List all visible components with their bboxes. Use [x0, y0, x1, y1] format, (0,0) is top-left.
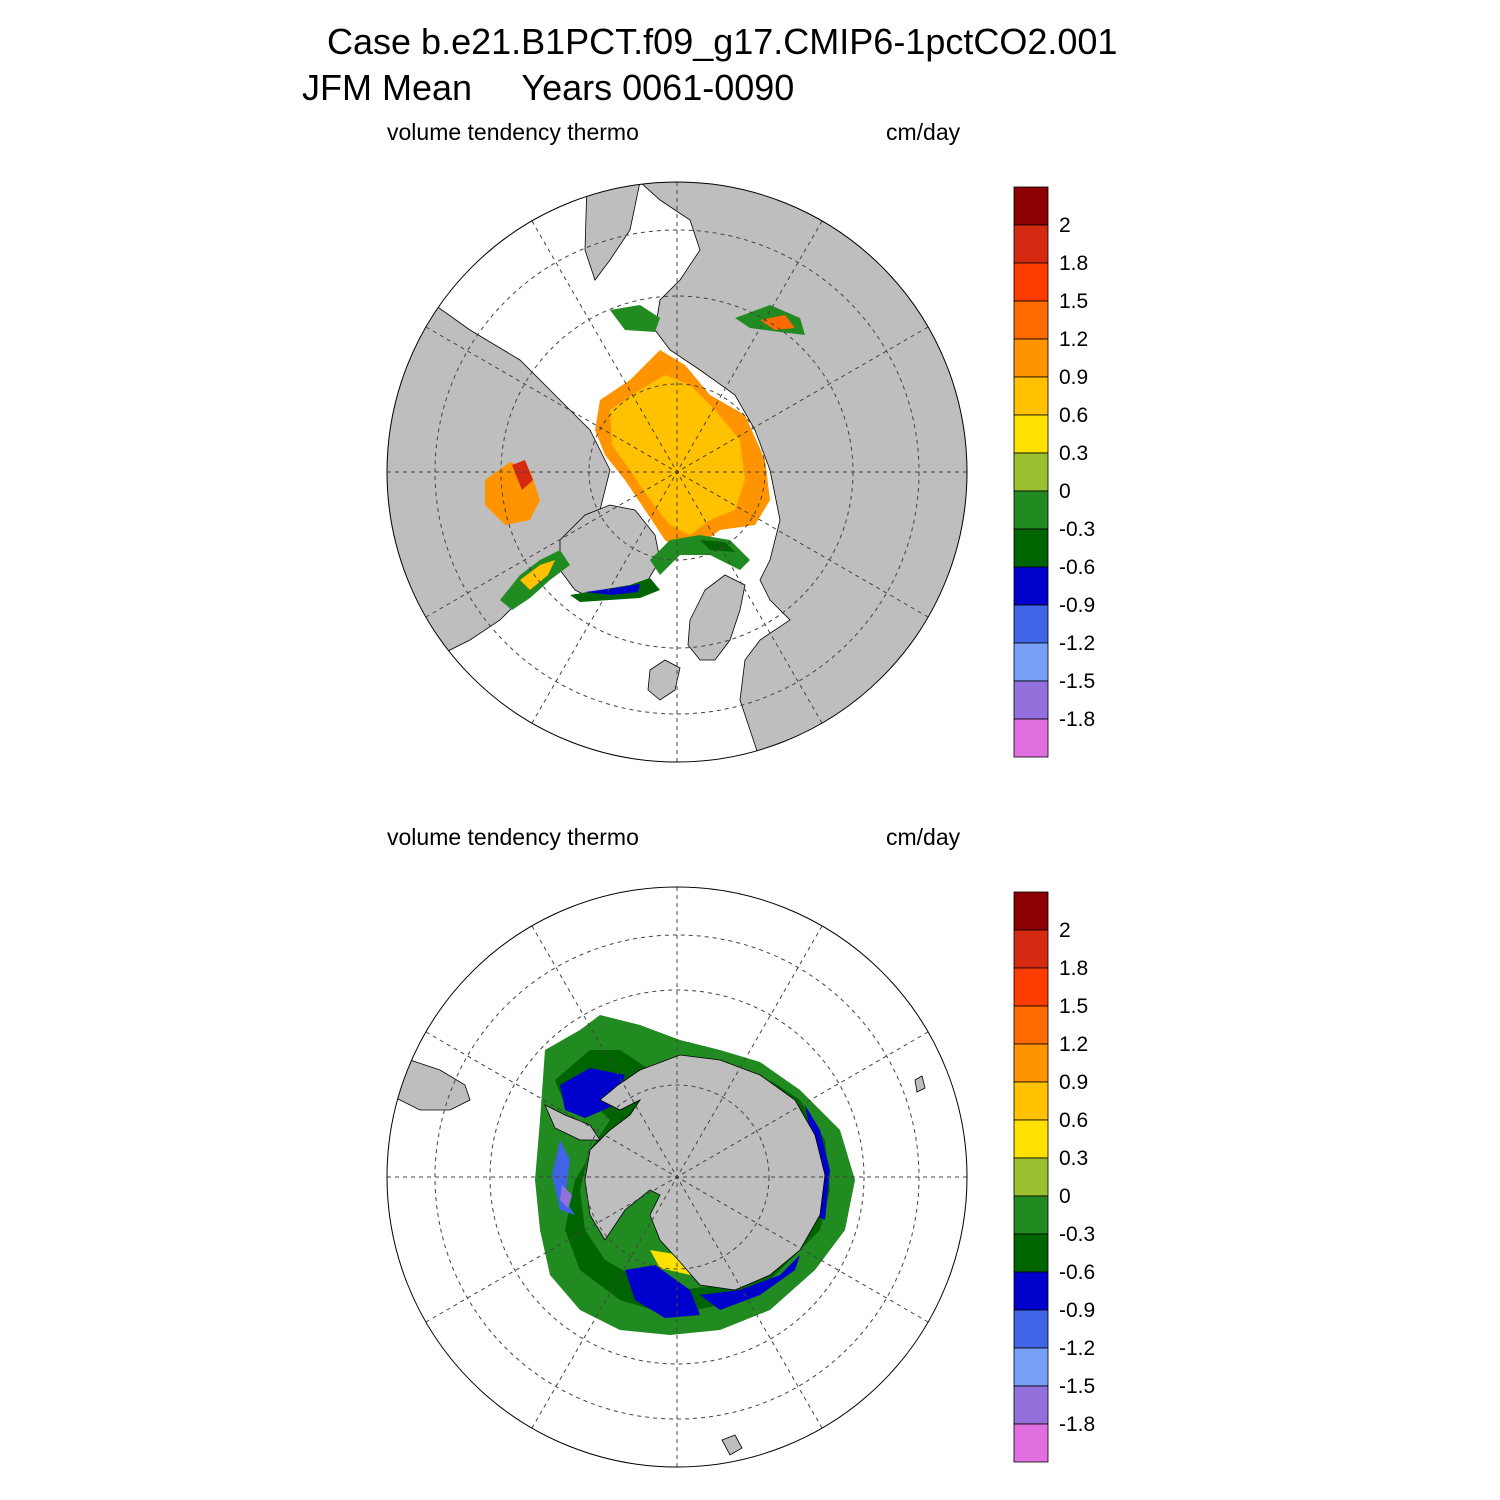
- north-colorbar-swatch: [1013, 300, 1049, 340]
- north-colorbar-tick-label: 1.5: [1059, 290, 1088, 313]
- south-colorbar-tick-label: 0.9: [1059, 1071, 1088, 1094]
- north-colorbar-swatch: [1013, 452, 1049, 492]
- south-map-graticule: [387, 887, 967, 1467]
- north-colorbar-swatch: [1013, 566, 1049, 606]
- north-colorbar-tick-label: 1.2: [1059, 328, 1088, 351]
- south-colorbar-tick-label: -0.9: [1059, 1299, 1095, 1322]
- south-panel-variable-label: volume tendency thermo: [387, 824, 639, 850]
- south-colorbar-swatch: [1013, 1309, 1049, 1349]
- north-map-graticule: [387, 182, 967, 762]
- north-colorbar-swatch: [1013, 642, 1049, 682]
- south-colorbar-tick-label: 1.2: [1059, 1033, 1088, 1056]
- north-colorbar: 2 1.8 1.5 1.2 0.9 0.6 0.3 0 -0.3 -0.6 -0.9 -1.2 -1.5…: [1013, 186, 1095, 758]
- north-colorbar-swatch: [1013, 680, 1049, 720]
- south-colorbar-swatch: [1013, 1005, 1049, 1045]
- south-colorbar-swatch: [1013, 1347, 1049, 1387]
- north-colorbar-tick-label: -1.5: [1059, 670, 1095, 693]
- north-colorbar-tick-label: 0: [1059, 480, 1071, 503]
- south-colorbar-tick-label: -1.8: [1059, 1413, 1095, 1436]
- south-colorbar-swatch: [1013, 891, 1049, 931]
- south-colorbar-swatch: [1013, 1081, 1049, 1121]
- north-colorbar-tick-label: -0.3: [1059, 518, 1095, 541]
- north-panel-units-label: cm/day: [886, 119, 961, 145]
- north-map-border: [386, 181, 968, 763]
- north-colorbar-swatch: [1013, 186, 1049, 226]
- north-colorbar-swatch: [1013, 338, 1049, 378]
- south-colorbar-swatch: [1013, 1043, 1049, 1083]
- south-colorbar-swatch: [1013, 929, 1049, 969]
- north-colorbar-swatch: [1013, 490, 1049, 530]
- south-colorbar-swatch: [1013, 1157, 1049, 1197]
- north-colorbar-tick-label: 2: [1059, 214, 1071, 237]
- south-colorbar-tick-label: 0: [1059, 1185, 1071, 1208]
- south-colorbar-swatch: [1013, 1119, 1049, 1159]
- figure-title-case: Case b.e21.B1PCT.f09_g17.CMIP6-1pctCO2.0…: [327, 21, 1118, 62]
- north-colorbar-tick-label: -1.8: [1059, 708, 1095, 731]
- north-colorbar-swatch: [1013, 262, 1049, 302]
- south-colorbar-tick-label: 1.5: [1059, 995, 1088, 1018]
- south-colorbar-swatch: [1013, 1423, 1049, 1463]
- north-colorbar-swatch: [1013, 604, 1049, 644]
- south-colorbar-tick-label: -1.2: [1059, 1337, 1095, 1360]
- south-map-land: [387, 1049, 926, 1456]
- south-colorbar-tick-label: -0.3: [1059, 1223, 1095, 1246]
- north-colorbar-swatch: [1013, 376, 1049, 416]
- north-polar-map: [386, 181, 968, 763]
- north-colorbar-tick-label: -0.6: [1059, 556, 1095, 579]
- south-colorbar-swatch: [1013, 1271, 1049, 1311]
- north-colorbar-tick-label: -1.2: [1059, 632, 1095, 655]
- south-colorbar-tick-label: -0.6: [1059, 1261, 1095, 1284]
- south-colorbar-tick-label: 2: [1059, 919, 1071, 942]
- south-colorbar: 2 1.8 1.5 1.2 0.9 0.6 0.3 0 -0.3 -0.6 -0.9 -1.2 -1.5…: [1013, 891, 1095, 1463]
- south-colorbar-swatch: [1013, 1385, 1049, 1425]
- south-map-border: [386, 886, 968, 1468]
- south-colorbar-tick-label: -1.5: [1059, 1375, 1095, 1398]
- north-colorbar-tick-label: -0.9: [1059, 594, 1095, 617]
- north-colorbar-swatch: [1013, 718, 1049, 758]
- north-colorbar-tick-label: 1.8: [1059, 252, 1088, 275]
- figure-title-period: JFM Mean Years 0061-0090: [302, 67, 795, 108]
- north-colorbar-swatch: [1013, 528, 1049, 568]
- south-colorbar-swatch: [1013, 967, 1049, 1007]
- north-panel-variable-label: volume tendency thermo: [387, 119, 639, 145]
- south-colorbar-swatch: [1013, 1195, 1049, 1235]
- north-colorbar-swatch: [1013, 414, 1049, 454]
- south-colorbar-tick-label: 1.8: [1059, 957, 1088, 980]
- north-colorbar-tick-label: 0.6: [1059, 404, 1088, 427]
- south-colorbar-tick-label: 0.6: [1059, 1109, 1088, 1132]
- north-colorbar-tick-label: 0.9: [1059, 366, 1088, 389]
- south-polar-map: [386, 886, 968, 1468]
- south-colorbar-swatch: [1013, 1233, 1049, 1273]
- north-colorbar-tick-label: 0.3: [1059, 442, 1088, 465]
- north-colorbar-swatch: [1013, 224, 1049, 264]
- south-panel-units-label: cm/day: [886, 824, 961, 850]
- south-colorbar-tick-label: 0.3: [1059, 1147, 1088, 1170]
